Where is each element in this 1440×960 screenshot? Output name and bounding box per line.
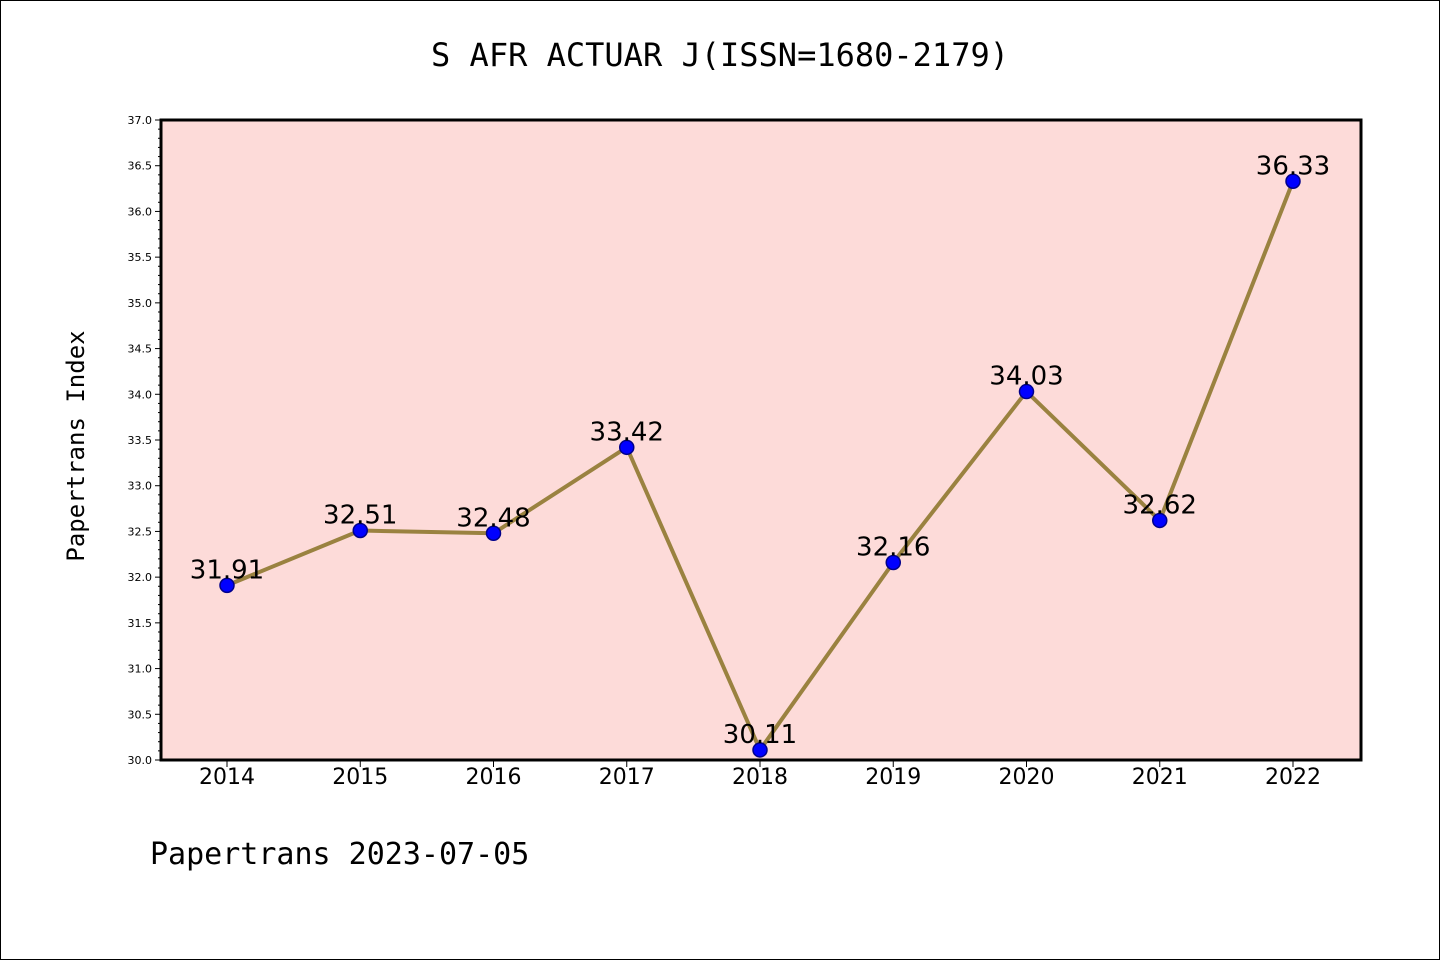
- data-point: [485, 525, 502, 542]
- x-tick-label: 2022: [1265, 765, 1321, 790]
- data-labels: 31.91 32.51 32.48 33.42 30.11 32.16 34.03 32.62…: [190, 151, 1330, 750]
- y-tick-label: 33.0: [128, 480, 153, 493]
- y-tick-label: 36.5: [128, 160, 153, 173]
- x-tick-label: 2016: [466, 765, 522, 790]
- x-tick-label: 2020: [999, 765, 1055, 790]
- y-tick-label: 36.0: [128, 205, 153, 218]
- data-label: 33.42: [590, 417, 664, 447]
- y-tick-label: 34.5: [128, 343, 153, 356]
- y-tick-label: 34.0: [128, 388, 153, 401]
- data-label: 36.33: [1256, 151, 1330, 181]
- data-label: 32.62: [1123, 490, 1197, 520]
- data-label: 30.11: [723, 720, 797, 750]
- data-label: 31.91: [190, 555, 264, 585]
- data-point: [885, 554, 901, 571]
- data-point: [752, 742, 768, 758]
- data-point: [1152, 512, 1168, 529]
- y-tick-label: 31.5: [128, 617, 153, 630]
- plot-area: [161, 120, 1361, 760]
- plot-border: [159, 118, 1363, 762]
- data-markers: [219, 173, 1301, 758]
- x-tick-label: 2018: [732, 765, 788, 790]
- chart-title: S AFR ACTUAR J(ISSN=1680-2179): [431, 36, 1009, 74]
- x-axis: 2014 2015 2016 2017 2018 2019 2020 2021 2022: [199, 760, 1321, 790]
- y-tick-label: 31.0: [128, 663, 153, 676]
- data-point: [1018, 383, 1035, 400]
- y-tick-label: 30.0: [128, 754, 153, 767]
- y-tick-label: 33.5: [128, 434, 153, 447]
- data-label: 32.51: [323, 501, 397, 531]
- data-point: [352, 522, 368, 539]
- data-point: [219, 577, 235, 594]
- y-axis-label: Papertrans Index: [62, 330, 90, 561]
- data-label: 32.16: [856, 533, 930, 563]
- y-tick-label: 32.0: [128, 571, 153, 584]
- y-tick-label: 35.0: [128, 297, 153, 310]
- x-tick-label: 2015: [332, 765, 388, 790]
- data-point: [619, 439, 635, 456]
- data-label: 32.48: [456, 503, 530, 533]
- footer-text: Papertrans 2023-07-05: [150, 837, 529, 872]
- x-tick-label: 2019: [865, 765, 921, 790]
- x-tick-label: 2014: [199, 765, 255, 790]
- y-tick-label: 37.0: [128, 114, 153, 127]
- y-tick-label: 35.5: [128, 251, 153, 264]
- y-tick-label: 30.5: [128, 708, 153, 721]
- y-axis: 30.0 30.5 31.0 31.5 32.0 32.5 33.0 33.5 34.0 34.5…: [128, 114, 161, 767]
- data-point: [1285, 173, 1301, 190]
- x-tick-label: 2021: [1132, 765, 1188, 790]
- x-tick-label: 2017: [599, 765, 655, 790]
- data-label: 34.03: [989, 362, 1063, 392]
- y-tick-label: 32.5: [128, 525, 153, 538]
